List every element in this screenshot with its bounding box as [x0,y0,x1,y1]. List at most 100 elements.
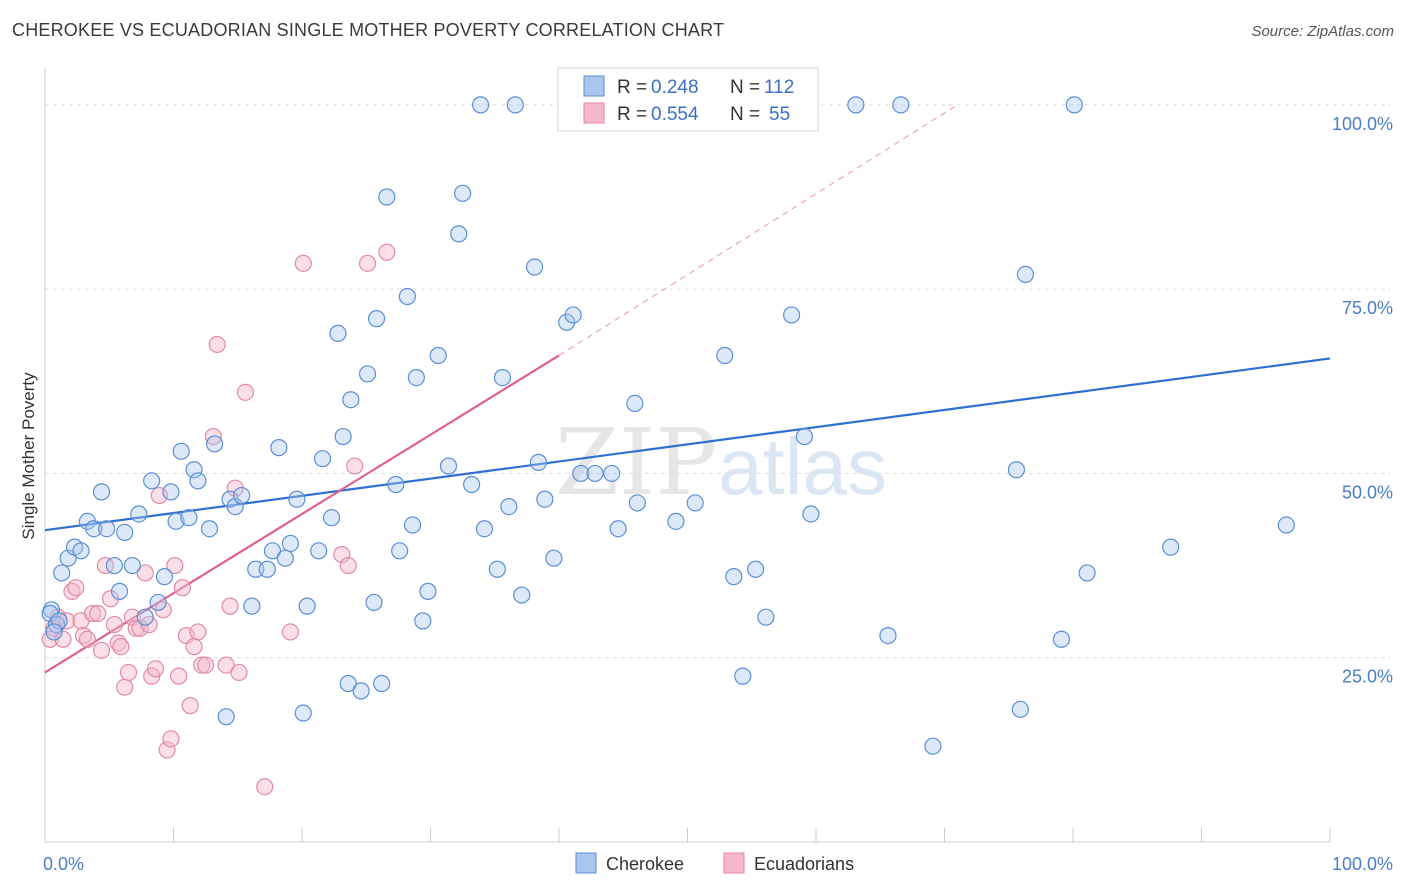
cherokee-point [1078,564,1096,582]
ecuadorians-point [89,604,107,623]
grid [45,104,1390,659]
x-tick-label-end: 100.0% [1332,854,1393,874]
cherokee-point [123,556,141,575]
ecuadorians-point [127,619,145,637]
cherokee-point [167,512,185,530]
cherokee-point [493,369,512,387]
cherokee-point [339,674,357,693]
cherokee-point [342,391,360,409]
cherokee-point [802,505,820,523]
ecuadorians-point [346,457,364,475]
legend: R = 0.248 N = 112 R = 0.554 N = 55 [557,67,819,132]
ecuadorians-point [119,663,138,682]
cherokee-point [1162,538,1180,556]
cherokee-point [334,427,352,446]
cherokee-point [1007,461,1026,479]
x-tick-label-start: 0.0% [43,854,84,874]
cherokee-point [322,509,341,527]
ecuadorians-point [185,638,203,656]
cherokee-point [116,523,134,542]
cherokee-point [586,464,604,483]
cherokee-point [206,435,224,453]
cherokee-point [1277,516,1295,534]
legend-r-label-cherokee: R = [617,77,647,98]
cherokee-point [795,427,814,446]
ecuadorians-point [116,678,134,696]
cherokee-point [513,586,531,604]
cherokee-point [130,505,148,523]
ecuadorians-point [158,741,176,759]
cherokee-point [329,324,347,342]
ecuadorians-point [67,579,85,597]
cherokee-point [294,704,312,722]
cherokee-point [378,188,396,206]
cherokee-point [716,346,734,365]
cherokee-point [98,520,116,538]
cherokee-point [439,457,458,475]
ecuadorians-point [92,641,111,659]
cherokee-point [276,549,294,567]
cherokee-point [162,483,180,501]
cherokee-point [352,682,370,700]
ecuadorians-point [166,556,184,575]
cherokee-point [367,310,386,328]
trend-lines [44,104,1331,674]
cherokee-point [258,560,276,578]
cherokee-point [92,483,111,501]
chart-title: CHEROKEE VS ECUADORIAN SINGLE MOTHER POV… [12,20,725,40]
cherokee-point [472,96,490,114]
cherokee-point [50,612,68,630]
x-tick-labels: 0.0% 100.0% [43,854,1393,874]
cherokee-point [313,450,332,468]
legend-n-value-cherokee: 112 [764,77,794,98]
cherokee-point [233,486,251,505]
cherokee-point [398,287,416,306]
bottom-legend-label-ecuadorians: Ecuadorians [754,854,854,874]
ecuadorians-point [162,730,180,748]
cherokee-point [429,346,447,365]
ecuadorians-point [131,619,149,637]
cherokee-point [450,225,468,243]
series-cherokee-points [41,96,1295,755]
cherokee-point [463,475,481,494]
cherokee-point [536,490,554,508]
ecuadorians-point [78,630,97,648]
cherokee-point [454,184,472,202]
ecuadorians-point [339,556,357,575]
ecuadorians-point [208,335,226,354]
cherokee-point [545,549,563,567]
ecuadorians-point [136,564,154,582]
bottom-legend: Cherokee Ecuadorians [575,852,854,874]
cherokee-point [365,593,383,612]
cherokee-point [1016,265,1035,283]
bottom-legend-swatch-cherokee [575,852,597,874]
cherokee-point [185,461,203,479]
bottom-legend-label-cherokee: Cherokee [606,854,684,874]
ecuadorians-point [96,556,114,575]
cherokee-point [403,516,422,534]
legend-r-label-ecuadorians: R = [617,104,647,125]
cherokee-point [564,306,582,324]
cherokee-point [200,520,219,538]
ecuadorians-point [181,697,199,715]
cherokee-point [270,439,288,457]
cherokee-point [419,582,437,600]
y-tick-labels: 25.0% 50.0% 75.0% 100.0% [1332,114,1393,687]
cherokee-point [407,369,425,387]
source-label: Source: ZipAtlas.com [1251,23,1394,40]
cherokee-point [310,542,328,560]
cherokee-point [475,520,494,538]
cherokee-point [1065,96,1083,114]
trend-line-cherokee [44,357,1331,532]
cherokee-point [136,608,154,626]
ecuadorians-point [197,656,215,674]
cherokee-point [53,564,71,582]
cherokee-point [263,542,282,560]
trend-line-ecuadorians-extension [558,104,958,356]
cherokee-point [628,494,646,512]
cherokee-point [686,494,704,512]
legend-swatch-ecuadorians [583,102,605,124]
cherokee-point [506,96,524,114]
ecuadorians-point [294,254,312,272]
